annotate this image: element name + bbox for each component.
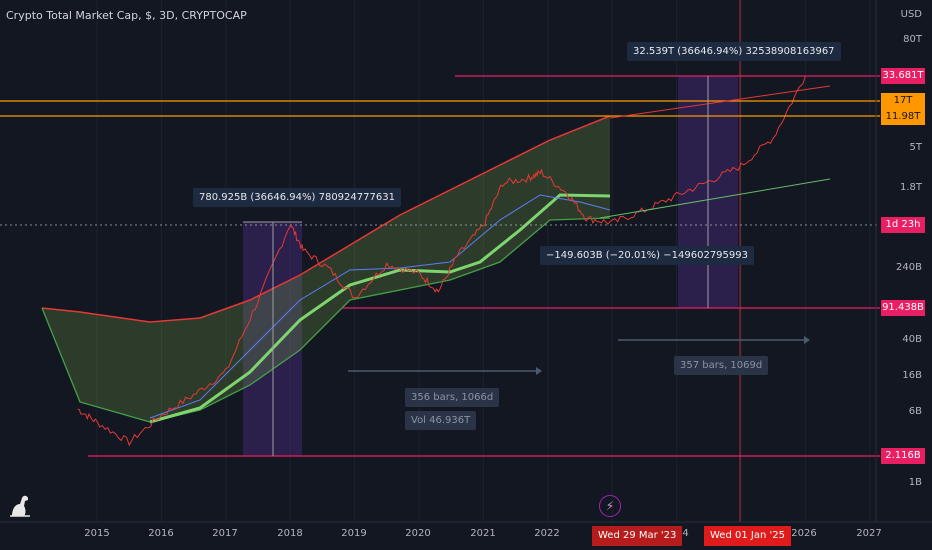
countdown-tag: 1d 23h [881, 217, 925, 233]
xaxis-tick: 2026 [791, 528, 817, 539]
dino-logo-icon [10, 495, 30, 517]
yaxis-tick: 16B [902, 370, 922, 381]
xaxis-tick: 2022 [534, 528, 560, 539]
annotation-drop-2022[interactable]: −149.603B (−20.01%) −149602795993 [540, 246, 754, 265]
price-tag-2-116b: 2.116B [881, 448, 925, 464]
yaxis-tick: 6B [908, 406, 922, 417]
xaxis-tick: 2018 [277, 528, 303, 539]
yaxis-tick: 80T [903, 34, 922, 45]
lightning-event-icon[interactable]: ⚡ [599, 495, 621, 517]
xaxis-tick: 2016 [148, 528, 174, 539]
moving-average-blue [149, 194, 611, 419]
price-tag-17t: 17T [881, 93, 925, 109]
arrowhead-2018 [536, 367, 542, 375]
regression-band [42, 116, 610, 422]
yaxis-tick: 40B [902, 334, 922, 345]
annotation-bars-2018[interactable]: 356 bars, 1066d [405, 388, 500, 407]
grid [96, 0, 871, 522]
price-tag-33-681t: 33.681T [881, 68, 925, 84]
yaxis-currency: USD [900, 9, 922, 20]
band-upper [41, 115, 611, 323]
yaxis-tick: 240B [896, 262, 922, 273]
date-tag-mar-2023: Wed 29 Mar '23 [592, 526, 683, 546]
yaxis-tick: 1B [908, 477, 922, 488]
trendline-green [599, 178, 831, 219]
xaxis-tick: 2020 [405, 528, 431, 539]
moving-average-green [149, 193, 611, 424]
annotation-bars-2024[interactable]: 357 bars, 1069d [674, 356, 769, 375]
xaxis-tick: 2027 [856, 528, 882, 539]
price-tag-11-98t: 11.98T [881, 109, 925, 125]
trendline-red [609, 85, 831, 119]
xaxis-tick: 2017 [212, 528, 238, 539]
arrowhead-2024 [804, 336, 810, 344]
annotation-rally-2017[interactable]: 780.925B (36646.94%) 780924777631 [193, 188, 401, 207]
annotation-rally-2024[interactable]: 32.539T (36646.94%) 32538908163967 [627, 42, 841, 61]
yaxis-tick: 5T [909, 142, 922, 153]
xaxis-tick: 2021 [470, 528, 496, 539]
date-tag-jan-2025: Wed 01 Jan '25 [704, 526, 791, 546]
xaxis-tick: 2015 [84, 528, 110, 539]
price-tag-91-438b: 91.438B [881, 300, 925, 316]
yaxis-tick: 1.8T [899, 182, 922, 193]
annotation-vol-2018[interactable]: Vol 46.936T [405, 411, 477, 430]
xaxis-tick: 2019 [341, 528, 367, 539]
price-series [77, 75, 806, 447]
band-lower [41, 217, 611, 423]
chart-title: Crypto Total Market Cap, $, 3D, CRYPTOCA… [6, 9, 247, 22]
